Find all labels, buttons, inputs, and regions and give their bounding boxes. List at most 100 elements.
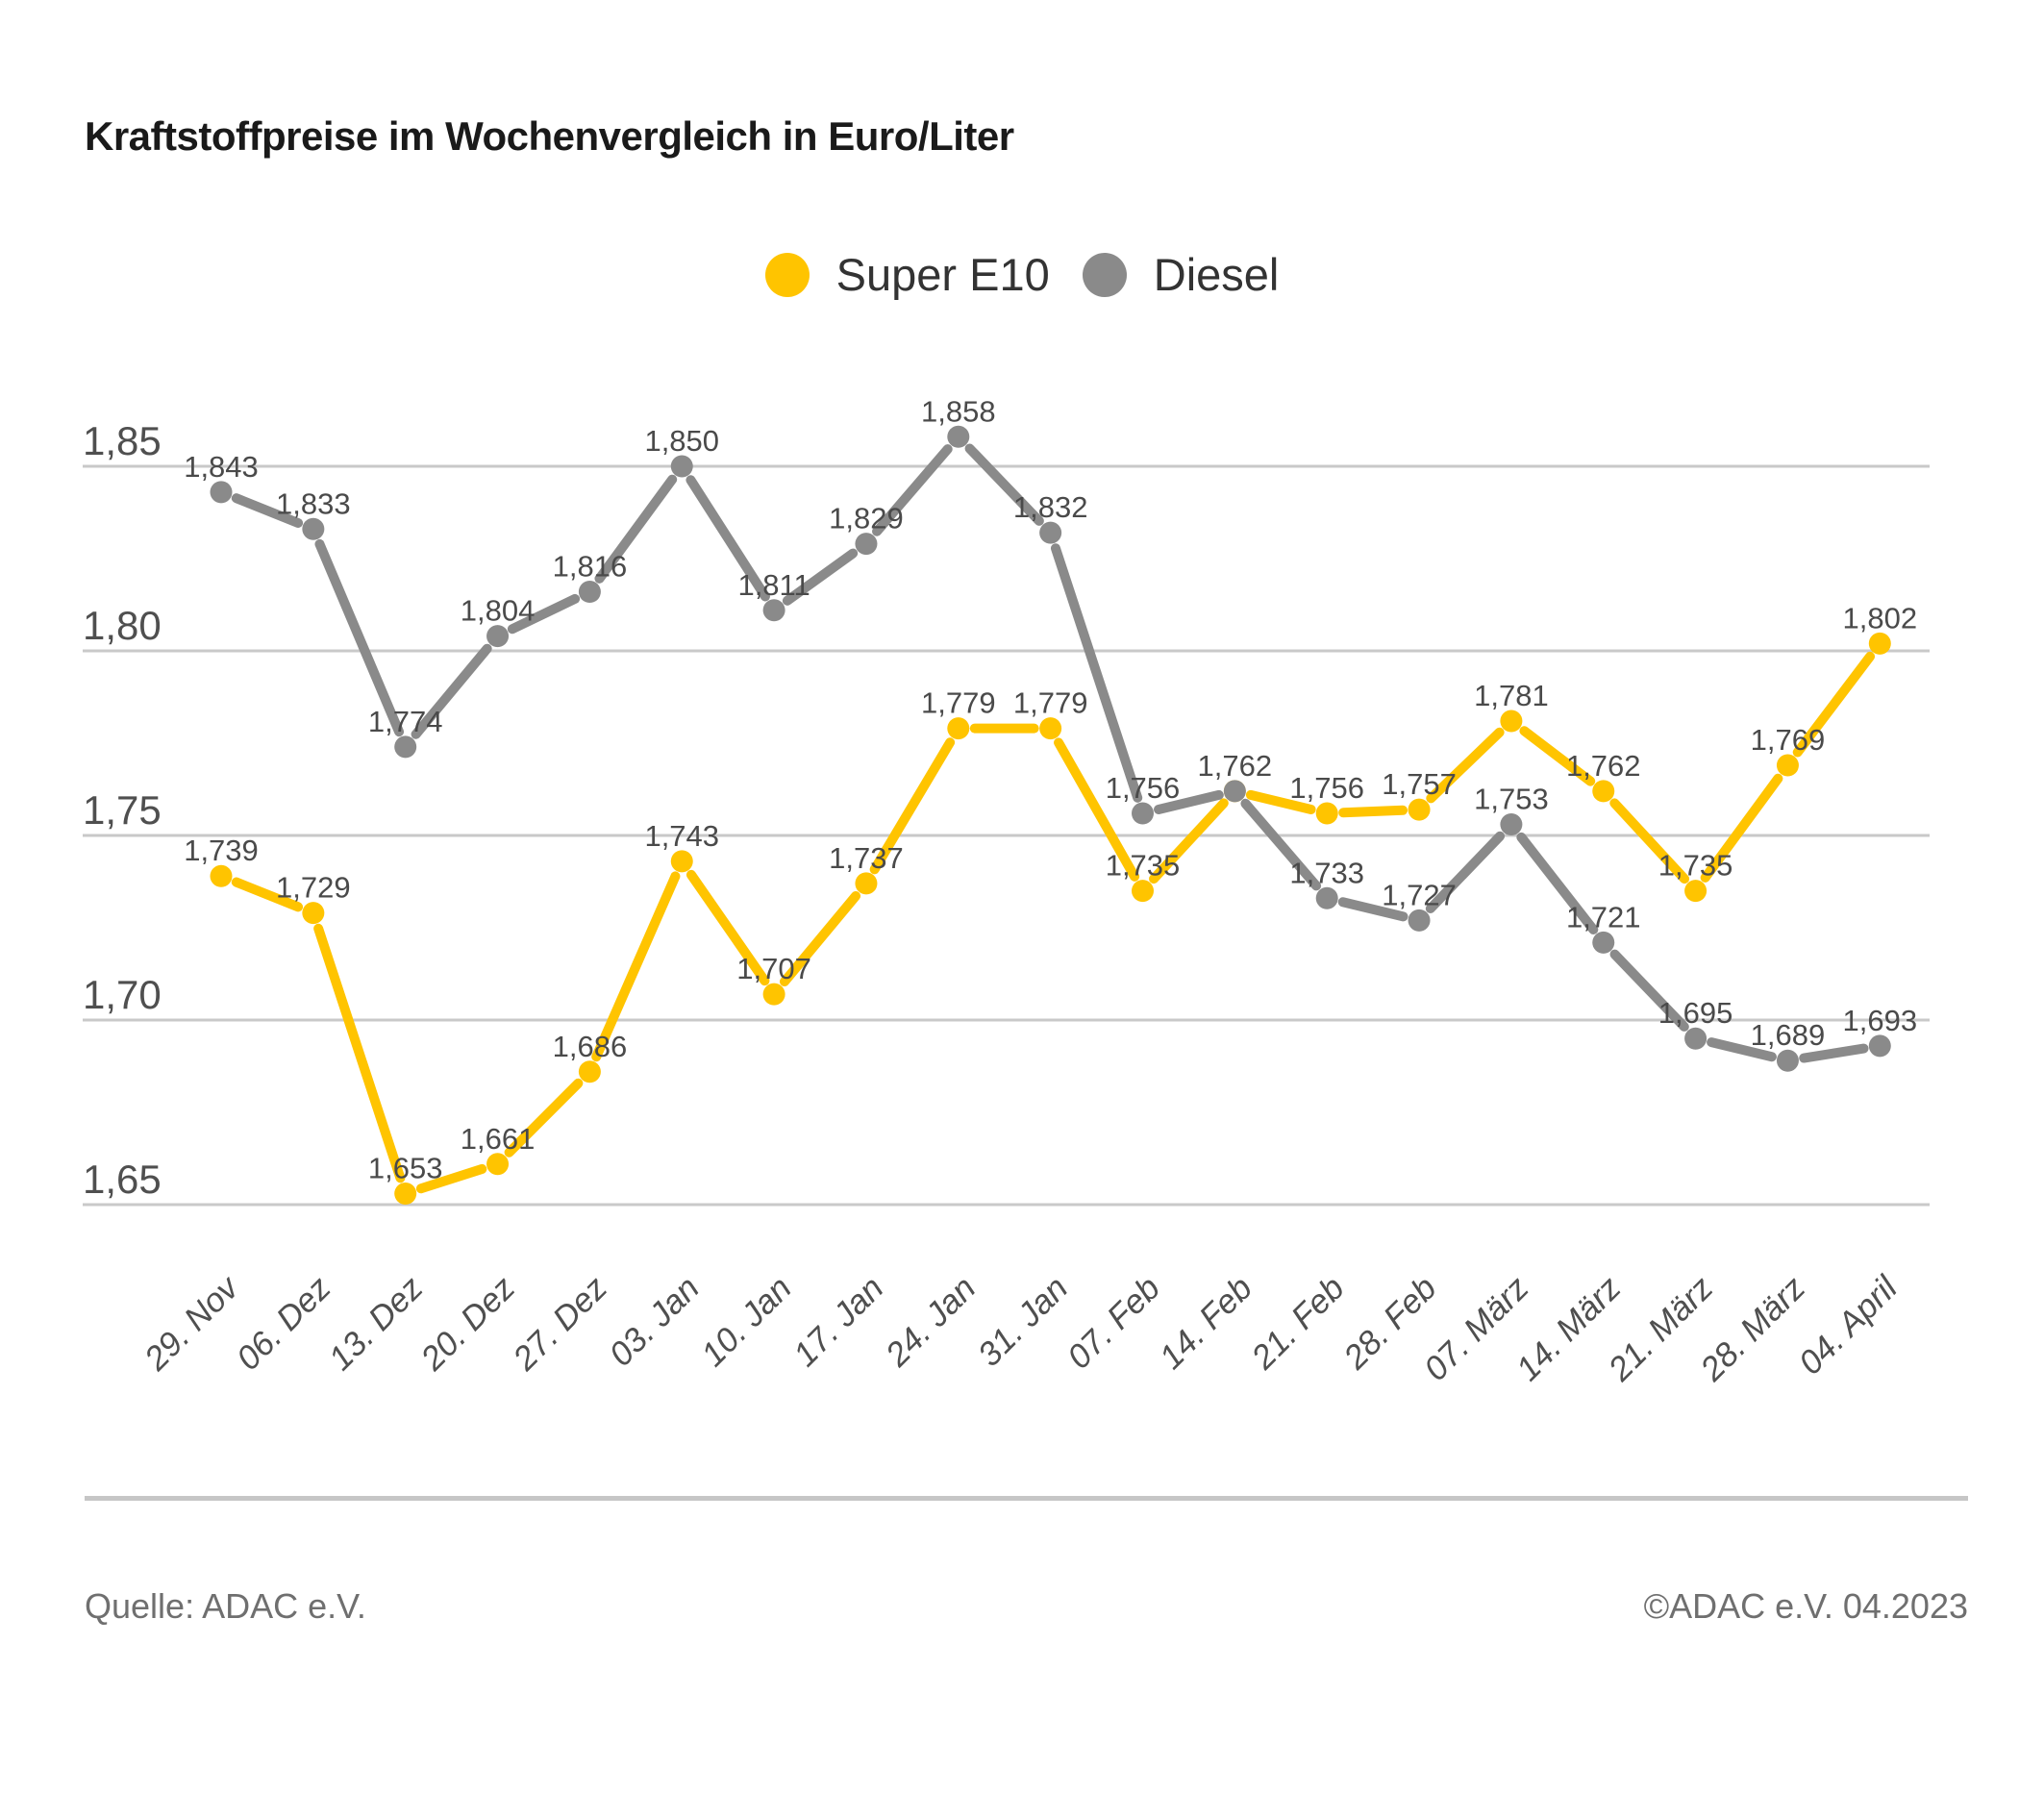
series-line-diesel <box>1609 949 1689 1032</box>
footer-divider <box>85 1496 1968 1501</box>
x-axis-label: 04. April <box>1791 1268 1905 1382</box>
series-line-diesel <box>411 643 492 739</box>
data-label-super-e10: 1,802 <box>1843 601 1918 635</box>
series-line-diesel <box>1425 831 1506 914</box>
data-label-super-e10: 1,729 <box>276 871 351 905</box>
data-point-diesel <box>1039 521 1062 544</box>
data-label-super-e10: 1,779 <box>1013 686 1088 720</box>
series-line-diesel <box>594 474 678 584</box>
legend-item-super-e10: Super E10 <box>764 248 1050 301</box>
x-axis-label: 13. Dez <box>321 1269 430 1378</box>
x-axis-label: 31. Jan <box>971 1269 1076 1374</box>
series-line-diesel <box>964 443 1044 526</box>
series-line-super-e10 <box>1792 651 1876 758</box>
x-axis-label: 06. Dez <box>230 1269 338 1378</box>
data-point-diesel <box>1684 1027 1707 1050</box>
legend-dot-diesel <box>1082 252 1127 297</box>
series-line-diesel <box>231 493 304 528</box>
data-point-super-e10 <box>670 850 693 873</box>
data-label-super-e10: 1,686 <box>553 1030 628 1063</box>
data-point-super-e10 <box>947 717 970 740</box>
series-line-super-e10 <box>779 890 861 987</box>
data-point-super-e10 <box>855 872 878 895</box>
series-line-diesel <box>782 548 859 606</box>
data-label-super-e10: 1,707 <box>736 952 811 985</box>
x-axis-label: 29. Nov <box>137 1267 247 1378</box>
x-axis-label: 17. Jan <box>786 1269 891 1374</box>
data-point-diesel <box>670 455 693 478</box>
y-axis-tick-label: 1,70 <box>83 972 162 1017</box>
data-point-diesel <box>394 735 417 759</box>
data-point-diesel <box>1592 931 1615 954</box>
series-line-diesel <box>1707 1037 1777 1062</box>
legend-label-super-e10: Super E10 <box>835 249 1050 300</box>
data-point-super-e10 <box>1315 802 1338 825</box>
data-point-diesel <box>762 599 785 622</box>
x-axis-label: 10. Jan <box>694 1269 799 1374</box>
series-line-super-e10 <box>685 869 770 986</box>
data-point-super-e10 <box>1132 880 1154 903</box>
data-point-diesel <box>1132 802 1154 825</box>
data-label-diesel: 1,762 <box>1198 749 1273 783</box>
series-line-super-e10 <box>313 923 406 1183</box>
data-point-super-e10 <box>1500 710 1523 733</box>
x-axis-label: 20. Dez <box>413 1269 523 1379</box>
chart-title: Kraftstoffpreise im Wochenvergleich in E… <box>85 113 1014 159</box>
data-label-diesel: 1,756 <box>1106 771 1181 805</box>
data-label-diesel: 1,693 <box>1843 1004 1918 1037</box>
series-line-super-e10 <box>1609 798 1690 884</box>
data-point-diesel <box>1223 780 1246 803</box>
data-label-super-e10: 1,757 <box>1382 767 1457 801</box>
data-label-diesel: 1,811 <box>737 568 810 602</box>
data-point-diesel <box>1500 812 1523 835</box>
data-point-diesel <box>1315 886 1338 909</box>
data-label-diesel: 1,858 <box>921 394 996 428</box>
data-label-super-e10: 1,762 <box>1566 749 1641 783</box>
data-point-diesel <box>1868 1034 1891 1058</box>
data-point-super-e10 <box>486 1153 510 1176</box>
data-point-diesel <box>578 581 601 604</box>
legend-item-diesel: Diesel <box>1082 248 1279 301</box>
data-label-diesel: 1,733 <box>1289 856 1364 889</box>
x-axis-label: 21. Feb <box>1244 1269 1352 1377</box>
data-point-super-e10 <box>394 1182 417 1205</box>
y-axis-tick-label: 1,85 <box>83 418 162 463</box>
series-line-super-e10 <box>415 1163 487 1194</box>
data-label-diesel: 1,727 <box>1382 878 1457 911</box>
data-point-super-e10 <box>1776 754 1799 777</box>
data-point-super-e10 <box>302 902 325 925</box>
source-note: Quelle: ADAC e.V. <box>85 1586 366 1626</box>
series-line-diesel <box>314 538 405 737</box>
data-label-diesel: 1,804 <box>461 594 536 628</box>
data-point-diesel <box>302 517 325 540</box>
data-label-diesel: 1,721 <box>1566 900 1641 934</box>
series-line-diesel <box>1516 832 1599 934</box>
data-point-super-e10 <box>1868 632 1891 655</box>
legend-dot-super-e10 <box>764 252 810 297</box>
data-label-super-e10: 1,661 <box>461 1122 536 1156</box>
data-label-diesel: 1,689 <box>1751 1018 1826 1052</box>
data-label-diesel: 1,774 <box>368 705 443 738</box>
data-point-super-e10 <box>1684 880 1707 903</box>
x-axis-label: 27. Dez <box>505 1269 614 1379</box>
copyright-note: ©ADAC e.V. 04.2023 <box>1643 1586 1968 1626</box>
data-point-diesel <box>947 425 970 448</box>
data-label-diesel: 1,850 <box>644 424 719 458</box>
data-label-diesel: 1,829 <box>829 502 904 535</box>
data-point-super-e10 <box>762 983 785 1006</box>
data-point-diesel <box>210 481 233 504</box>
series-line-super-e10 <box>869 737 956 875</box>
series-line-super-e10 <box>1245 789 1316 814</box>
series-line-diesel <box>1154 789 1224 814</box>
x-axis-label: 24. Jan <box>878 1269 983 1374</box>
data-label-diesel: 1,816 <box>553 550 628 584</box>
x-axis-label: 03. Jan <box>602 1269 707 1374</box>
series-line-super-e10 <box>1426 727 1505 804</box>
data-label-diesel: 1,833 <box>276 486 351 520</box>
series-line-super-e10 <box>504 1078 584 1158</box>
data-label-super-e10: 1,737 <box>829 841 904 875</box>
data-label-super-e10: 1,653 <box>368 1151 443 1184</box>
data-point-super-e10 <box>1039 717 1062 740</box>
